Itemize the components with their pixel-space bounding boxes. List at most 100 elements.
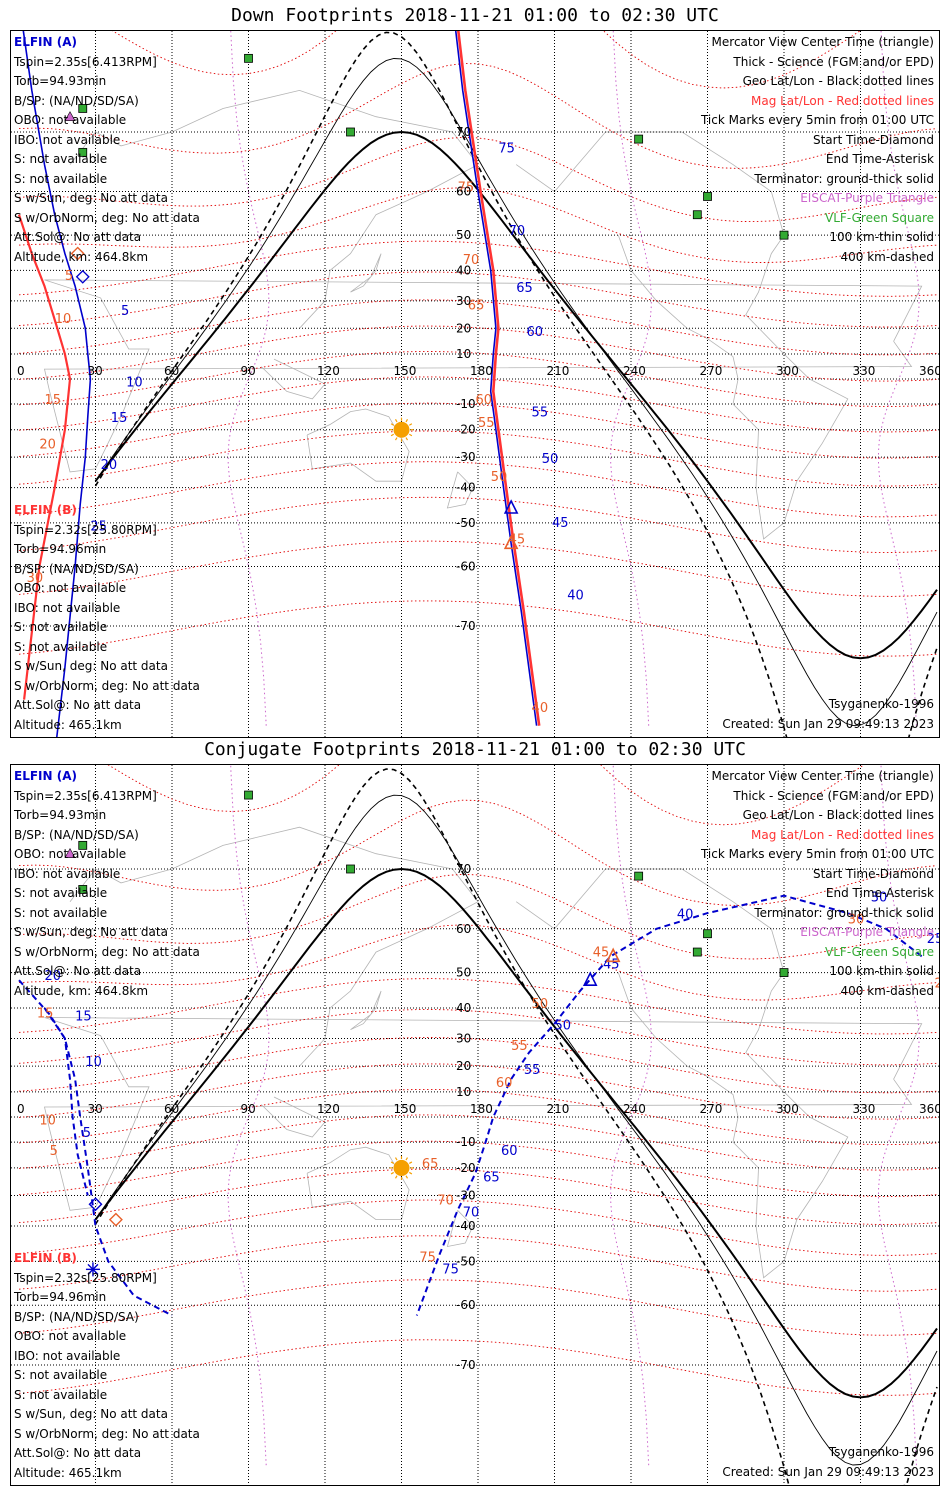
lon-tick-label: 60 [164,364,179,378]
center-time-triangle-icon [582,971,598,986]
elfin-a-track-left [18,979,89,1196]
legend-line: Mag Lat/Lon - Red dotted lines [750,93,934,108]
lat-tick-label: 60 [456,185,471,199]
model-label: Tsyganenko-1996 [828,1445,934,1459]
elfin-a-info-line: Tspin=2.35s[6.413RPM] [14,788,157,803]
lat-tick-label: 70 [456,125,471,139]
down-title: Down Footprints 2018-11-21 01:00 to 02:3… [231,5,719,26]
legend-line: Start Time-Diamond [812,866,934,881]
axis-labels: 0 30 60 90 120 150 180 210 240 270 300 330 360 70 60 50… [17,125,940,633]
geo-grid [11,31,939,737]
vlf-green-square-icon [703,192,712,201]
lat-tick-label: -70 [456,619,476,633]
elfin-a-tick-label: 70 [509,224,526,239]
lon-tick-label: 0 [17,1102,25,1116]
lon-tick-label: 330 [853,1102,876,1116]
elfin-b-tick-label: 60 [475,393,492,408]
elfin-a-info-line: S: not available [14,886,108,900]
legend-line: Terminator: ground-thick solid [754,171,934,186]
lon-tick-label: 300 [776,364,799,378]
lat-tick-label: 10 [456,1085,471,1099]
elfin-b-tick-label: 20 [934,976,940,991]
lat-tick-label: -30 [456,1188,476,1202]
elfin-b-info-line: Torb=94.96min [14,542,107,556]
elfin-a-track-2 [454,31,538,726]
created-timestamp: Created: Sun Jan 29 09:49:13 2023 [722,1465,934,1479]
legend-line: Tick Marks every 5min from 01:00 UTC [700,847,934,861]
lon-tick-label: 210 [547,364,570,378]
lat-tick-label: -40 [456,1219,476,1233]
lat-tick-label: -20 [456,423,476,437]
elfin-b-info-line: B/SP: (NA/ND/SD/SA) [14,1309,139,1324]
start-time-diamond-icon [88,1197,103,1212]
sun-icon [389,1155,414,1180]
elfin-b-tick-label: 45 [509,532,526,547]
elfin-b-tick-label: 55 [511,1039,528,1054]
elfin-b-info-line: IBO: not available [14,600,121,615]
elfin-b-tick-label: 20 [39,438,56,453]
lat-tick-label: -60 [456,1298,476,1312]
lon-tick-label: 360 [919,364,940,378]
lat-tick-label: -20 [456,1161,476,1175]
legend-line: Tick Marks every 5min from 01:00 UTC [700,113,934,127]
created-timestamp: Created: Sun Jan 29 09:49:13 2023 [722,717,934,731]
lon-tick-label: 30 [88,364,103,378]
lon-tick-label: 180 [470,364,493,378]
elfin-b-tick-label: 70 [437,1193,454,1208]
elfin-a-info-line: S w/Sun, deg: No att data [14,191,168,205]
eiscat-purple-triangle-icon [64,848,76,858]
legend-line: Geo Lat/Lon - Black dotted lines [742,808,934,822]
elfin-a-info-line: Tspin=2.35s[6.413RPM] [14,54,157,69]
vlf-green-square-icon [78,840,88,850]
elfin-b-track [43,1007,173,1317]
lon-tick-label: 180 [470,1102,493,1116]
elfin-a-tick-label: 15 [75,1010,92,1025]
elfin-b-track [17,214,72,700]
lon-tick-label: 210 [547,1102,570,1116]
lon-tick-label: 240 [623,1102,646,1116]
geo-grid [11,765,939,1485]
legend-line: End Time-Asterisk [825,152,934,166]
lon-tick-label: 90 [241,1102,256,1116]
elfin-a-tick-label: 25 [927,932,940,947]
elfin-b-info-line: Tspin=2.32s[25.80RPM] [14,522,157,537]
elfin-b-tick-label: 5 [50,1144,58,1159]
elfin-b-tick-label: 5 [65,269,73,284]
elfin-a-header: ELFIN (A) [14,769,77,783]
center-time-triangle-icon [605,947,621,963]
elfin-a-tick-label: 20 [45,969,62,984]
lat-tick-label: -40 [456,481,476,495]
legend-line: Terminator: ground-thick solid [754,905,934,920]
elfin-b-info-line: Torb=94.96min [14,1290,107,1304]
start-time-diamond-icon [70,246,85,261]
track-tick-labels: 8551015202530757065605550454051015203075… [27,141,584,716]
elfin-b-tick-label: 50 [532,997,549,1012]
lon-tick-label: 240 [623,364,646,378]
elfin-a-tick-label: 60 [501,1144,518,1159]
elfin-b-tick-label: 60 [496,1076,513,1091]
elfin-a-info-line: Att.Sol@: No att data [14,230,142,244]
elfin-a-info-line: S: not available [14,171,108,186]
mag-meridians [227,31,920,726]
elfin-a-tick-label: 15 [111,411,128,426]
elfin-b-info-line: OBO: not available [14,1329,127,1343]
elfin-a-info-line: Altitude, km: 464.8km [14,983,149,998]
axis-labels: 0 30 60 90 120 150 180 210 240 270 300 330 360 70 60 50… [17,862,939,1372]
mag-meridians [227,765,920,1466]
vlf-green-square-icon [78,147,88,157]
vlf-green-square-icon [244,53,253,63]
elfin-a-info-line: OBO: not available [14,847,127,861]
elfin-a-tick-label: 60 [526,325,543,340]
lat-tick-label: -10 [456,1135,476,1149]
lat-tick-label: -10 [456,397,476,411]
elfin-b-info-line: S w/Sun, deg: No att data [14,659,168,673]
track-tick-labels: 2530404550556065707551015203045505560657… [37,891,940,1278]
elfin-b-info-line: Tspin=2.32s[25.80RPM] [14,1270,157,1285]
legend-line: 400 km-dashed [840,249,934,264]
eiscat-purple-triangle-icon [64,111,76,122]
lat-tick-label: 70 [456,862,471,876]
vlf-green-square-icon [779,968,789,977]
lat-tick-label: -70 [456,1358,476,1372]
elfin-a-tick-label: 70 [463,1205,480,1220]
lat-tick-label: -50 [456,516,476,530]
